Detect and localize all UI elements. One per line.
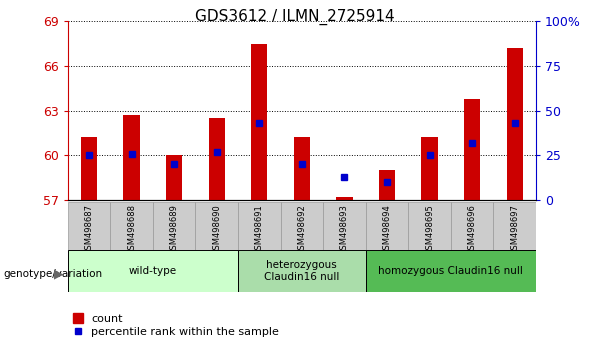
Bar bbox=[379, 170, 395, 200]
Text: GSM498696: GSM498696 bbox=[468, 204, 477, 255]
Bar bbox=[196, 202, 238, 250]
Text: ▶: ▶ bbox=[54, 268, 64, 281]
Bar bbox=[464, 99, 480, 200]
Bar bbox=[68, 202, 110, 250]
Text: GSM498693: GSM498693 bbox=[340, 204, 349, 255]
Text: wild-type: wild-type bbox=[129, 266, 177, 276]
Bar bbox=[110, 202, 153, 250]
Text: GSM498694: GSM498694 bbox=[382, 204, 392, 255]
Bar bbox=[294, 137, 310, 200]
Text: GSM498695: GSM498695 bbox=[425, 204, 434, 255]
Text: GSM498690: GSM498690 bbox=[212, 204, 221, 255]
Text: GSM498691: GSM498691 bbox=[255, 204, 264, 255]
Bar bbox=[238, 202, 280, 250]
Bar bbox=[451, 202, 494, 250]
Bar bbox=[209, 118, 225, 200]
Bar bbox=[408, 202, 451, 250]
Text: GSM498688: GSM498688 bbox=[127, 204, 136, 255]
Text: GSM498687: GSM498687 bbox=[84, 204, 94, 255]
Bar bbox=[166, 155, 182, 200]
Text: GSM498689: GSM498689 bbox=[170, 204, 178, 255]
Bar bbox=[153, 202, 196, 250]
Bar bbox=[323, 202, 366, 250]
Text: heterozygous
Claudin16 null: heterozygous Claudin16 null bbox=[264, 260, 339, 282]
Text: GSM498697: GSM498697 bbox=[510, 204, 519, 255]
Text: GSM498692: GSM498692 bbox=[297, 204, 306, 255]
Bar bbox=[507, 48, 523, 200]
Text: homozygous Claudin16 null: homozygous Claudin16 null bbox=[378, 266, 523, 276]
Bar bbox=[251, 44, 267, 200]
Bar bbox=[238, 250, 366, 292]
Legend: count, percentile rank within the sample: count, percentile rank within the sample bbox=[73, 314, 279, 337]
Text: GDS3612 / ILMN_2725914: GDS3612 / ILMN_2725914 bbox=[195, 9, 394, 25]
Bar bbox=[366, 250, 536, 292]
Text: genotype/variation: genotype/variation bbox=[3, 269, 102, 279]
Bar bbox=[81, 137, 97, 200]
Bar bbox=[366, 202, 408, 250]
Bar bbox=[124, 115, 140, 200]
Bar bbox=[494, 202, 536, 250]
Bar bbox=[336, 197, 353, 200]
Bar bbox=[422, 137, 438, 200]
Bar bbox=[68, 250, 238, 292]
Bar bbox=[280, 202, 323, 250]
